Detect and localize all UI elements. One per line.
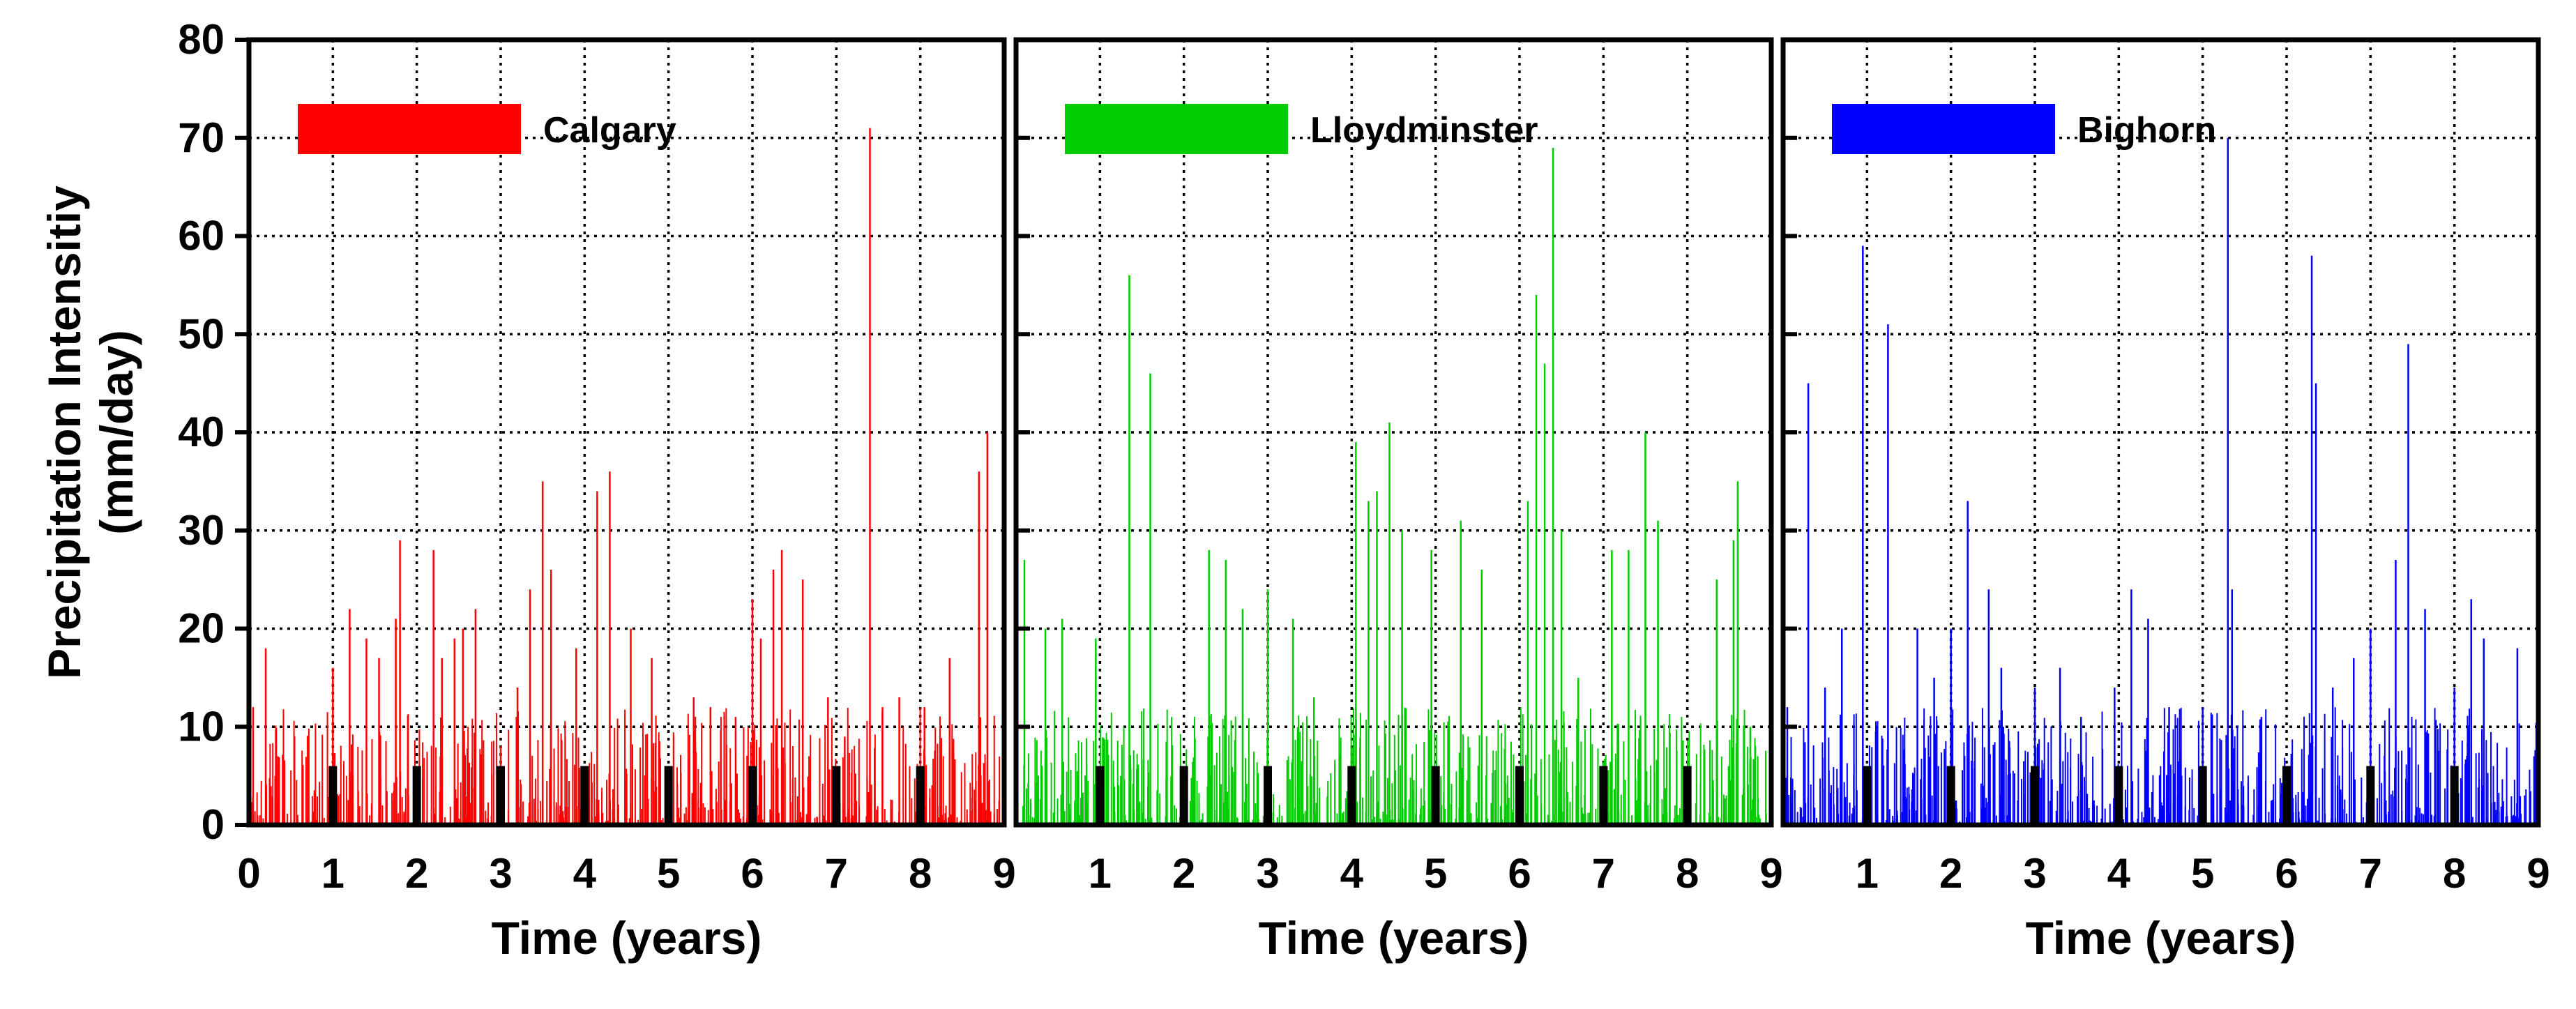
plot-frame xyxy=(246,37,1007,828)
x-tick-label: 4 xyxy=(2107,850,2131,897)
y-tick-label: 50 xyxy=(178,310,225,357)
y-tick-label: 10 xyxy=(178,703,225,750)
year-marker xyxy=(1683,766,1692,825)
x-tick-label: 1 xyxy=(1856,850,1879,897)
x-tick-label: 3 xyxy=(2023,850,2046,897)
year-marker xyxy=(832,766,841,825)
y-tick-label: 40 xyxy=(178,409,225,455)
year-marker xyxy=(328,766,338,825)
year-marker xyxy=(1946,766,1955,825)
year-marker xyxy=(1347,766,1356,825)
x-tick-label: 9 xyxy=(2526,850,2550,897)
x-tick-label: 7 xyxy=(825,850,848,897)
x-tick-label: 7 xyxy=(1592,850,1615,897)
lloydminster-panel: 1 2 3 4 5 6 7 8 9 Time (years) Lloydminster xyxy=(1013,37,1783,964)
year-marker xyxy=(497,766,505,825)
plot-frame xyxy=(1780,37,2541,828)
x-tick-label: 4 xyxy=(1340,850,1364,897)
x-tick-label: 0 xyxy=(237,850,260,897)
year-marker xyxy=(916,766,925,825)
x-tick-label: 8 xyxy=(2443,850,2466,897)
year-marker xyxy=(580,766,589,825)
x-axis-title: Time (years) xyxy=(2026,912,2296,964)
year-marker xyxy=(1863,766,1872,825)
x-tick-label: 7 xyxy=(2359,850,2382,897)
x-tick-label: 9 xyxy=(1759,850,1782,897)
x-tick-label: 2 xyxy=(1172,850,1195,897)
legend-swatch xyxy=(298,104,521,154)
x-axis-title: Time (years) xyxy=(1259,912,1529,964)
x-tick-label: 1 xyxy=(321,850,344,897)
x-tick-label: 9 xyxy=(992,850,1015,897)
year-marker xyxy=(1264,766,1272,825)
y-tick-label: 0 xyxy=(202,801,225,848)
x-tick-label: 5 xyxy=(1424,850,1447,897)
x-tick-label: 6 xyxy=(741,850,764,897)
legend-label: Bighorn xyxy=(2077,110,2216,151)
x-tick-label: 6 xyxy=(2275,850,2298,897)
legend-swatch xyxy=(1832,104,2055,154)
y-tick-label: 70 xyxy=(178,114,225,161)
year-marker xyxy=(2366,766,2375,825)
x-tick-label: 1 xyxy=(1089,850,1112,897)
year-marker xyxy=(2450,766,2459,825)
year-marker xyxy=(2282,766,2291,825)
year-marker xyxy=(2198,766,2207,825)
x-tick-label: 3 xyxy=(1256,850,1279,897)
y-axis-title-line2: (mm/day) xyxy=(91,330,142,534)
y-tick-label: 20 xyxy=(178,605,225,652)
legend-label: Calgary xyxy=(543,110,676,151)
y-axis-title-line1: Precipitation Intensitiy xyxy=(38,185,90,679)
year-marker xyxy=(748,766,757,825)
year-marker xyxy=(664,766,673,825)
y-tick-label: 80 xyxy=(178,16,225,63)
x-tick-label: 4 xyxy=(573,850,597,897)
x-tick-label: 2 xyxy=(405,850,428,897)
x-tick-label: 6 xyxy=(1508,850,1531,897)
year-marker xyxy=(1515,766,1524,825)
year-marker xyxy=(412,766,421,825)
year-marker xyxy=(1599,766,1608,825)
x-tick-label: 2 xyxy=(1939,850,1962,897)
year-marker xyxy=(1096,766,1105,825)
year-marker xyxy=(2031,766,2039,825)
x-tick-label: 3 xyxy=(489,850,512,897)
year-marker xyxy=(2114,766,2123,825)
y-tick-label: 30 xyxy=(178,507,225,554)
bighorn-panel: 1 2 3 4 5 6 7 8 9 Time (years) Bighorn xyxy=(1780,37,2550,964)
x-tick-label: 8 xyxy=(1676,850,1699,897)
plot-frame xyxy=(1013,37,1774,828)
y-tick-label: 60 xyxy=(178,213,225,259)
x-axis-title: Time (years) xyxy=(492,912,762,964)
legend-swatch xyxy=(1065,104,1288,154)
year-marker xyxy=(1179,766,1188,825)
legend-label: Lloydminster xyxy=(1310,110,1538,151)
calgary-panel: 0 10 20 30 40 50 60 70 80 0 1 2 3 4 5 6 7 8 9 Time (years) C… xyxy=(178,16,1015,964)
x-tick-label: 8 xyxy=(909,850,932,897)
x-tick-label: 5 xyxy=(2191,850,2214,897)
x-tick-label: 5 xyxy=(657,850,680,897)
year-marker xyxy=(1431,766,1440,825)
